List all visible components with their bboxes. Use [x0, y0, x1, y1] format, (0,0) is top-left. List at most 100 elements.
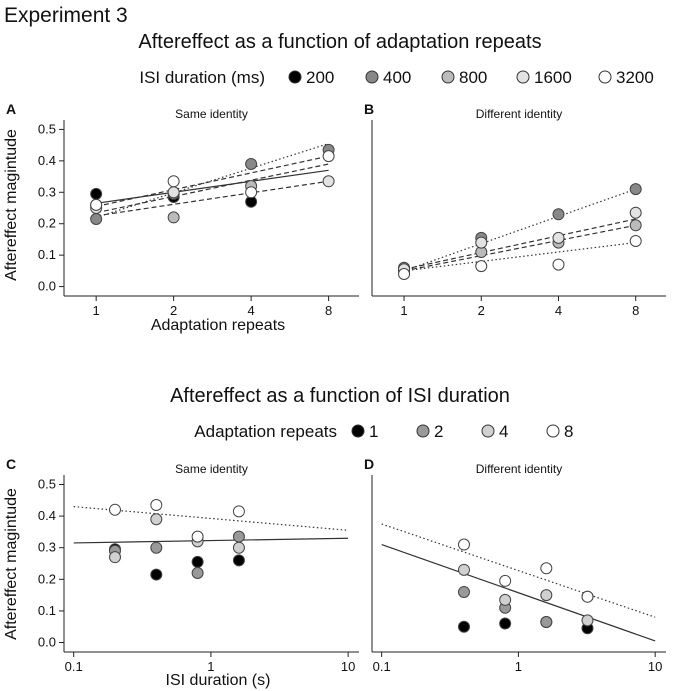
data-point-8: [457, 538, 470, 551]
fit-line-dotted: [381, 523, 656, 618]
legend-marker: [481, 424, 495, 438]
x-tick-label: 1: [93, 303, 100, 318]
x-tick-label: 1: [515, 659, 522, 674]
x-tick-label: 10: [341, 659, 355, 674]
fit-line-dashed: [96, 155, 329, 208]
data-point-3200: [398, 268, 411, 280]
data-point-400: [90, 213, 103, 225]
legend-label: 1600: [534, 68, 572, 87]
legend-adaptation-repeats: Adaptation repeats 1 2 4 8: [194, 422, 573, 441]
x-tick-label: 1: [207, 659, 214, 674]
fit-line-dashed: [403, 224, 636, 272]
legend-isi-duration: ISI duration (ms) 200 400 800 1600 3200: [139, 68, 653, 87]
section2-ylabel: Aftereffect magintude: [3, 488, 20, 640]
x-tick-label: 4: [555, 303, 562, 318]
legend-label: 1: [369, 422, 378, 441]
legend-title: Adaptation repeats: [194, 422, 337, 441]
panel-title: Different identity: [476, 462, 563, 476]
data-point-1600: [552, 231, 565, 244]
data-point-8: [108, 503, 121, 516]
data-point-3200: [90, 198, 103, 211]
data-point-4: [232, 541, 245, 554]
fit-line-dashed: [96, 163, 329, 214]
data-point-400: [245, 158, 258, 170]
fit-line-dotted: [403, 241, 636, 272]
y-tick-label: 0.0: [38, 279, 56, 294]
panel-letter: B: [364, 101, 374, 117]
y-tick-label: 0.5: [38, 121, 56, 136]
legend-label: 800: [459, 68, 487, 87]
legend-marker: [365, 70, 379, 84]
y-tick-label: 0.4: [38, 508, 56, 523]
panel-letter: D: [364, 456, 374, 472]
y-tick-label: 0.0: [38, 635, 56, 650]
section2-xlabel: ISI duration (s): [166, 672, 271, 689]
data-point-1: [191, 555, 204, 568]
panel-title: Same identity: [175, 462, 248, 476]
legend-marker: [441, 70, 455, 84]
data-point-8: [150, 499, 163, 512]
x-tick-label: 1: [400, 303, 407, 318]
y-tick-label: 0.2: [38, 571, 56, 586]
x-tick-label: 2: [478, 303, 485, 318]
data-point-2: [150, 541, 163, 554]
x-tick-label: 0.1: [373, 659, 391, 674]
fit-line-solid: [73, 537, 349, 544]
x-tick-label: 8: [632, 303, 639, 318]
data-point-1600: [475, 236, 488, 249]
legend-label: 200: [306, 68, 334, 87]
y-tick-label: 0.1: [38, 247, 56, 262]
panel-letter: A: [6, 101, 16, 117]
panel-a: A Same identity 0.0 0.1 0.2 0.3 0.4 0.5 1 2 4 8: [6, 101, 359, 318]
data-point-3200: [475, 260, 488, 273]
legend-marker: [351, 424, 365, 438]
data-point-1: [150, 568, 163, 581]
data-point-4: [457, 563, 470, 576]
data-point-3200: [629, 235, 642, 247]
legend-label: 8: [564, 422, 573, 441]
y-tick-label: 0.3: [38, 184, 56, 199]
data-point-4: [150, 513, 163, 526]
legend-label: 4: [499, 422, 508, 441]
section1-ylabel: Aftereffect magintude: [3, 129, 20, 281]
data-point-3200: [322, 150, 335, 163]
y-tick-label: 0.1: [38, 603, 56, 618]
data-point-1600: [322, 175, 335, 188]
legend-marker: [546, 424, 560, 438]
legend-title: ISI duration (ms): [139, 68, 265, 87]
data-point-8: [540, 562, 553, 575]
panel-b: B Different identity 1 2 4 8: [364, 101, 666, 318]
data-point-8: [232, 505, 245, 518]
data-point-1: [457, 620, 470, 633]
data-point-400: [629, 183, 642, 196]
data-point-800: [629, 219, 642, 232]
fit-line-solid: [381, 543, 656, 642]
y-tick-label: 0.2: [38, 216, 56, 231]
data-point-1: [499, 617, 512, 630]
legend-label: 400: [383, 68, 411, 87]
section1-title: Aftereffect as a function of adaptation …: [138, 31, 541, 53]
data-point-2: [457, 585, 470, 598]
panel-title: Different identity: [476, 107, 563, 121]
x-tick-label: 4: [248, 303, 255, 318]
data-point-4: [108, 551, 121, 564]
x-tick-label: 0.1: [65, 659, 83, 674]
fit-line-dashed: [96, 180, 329, 217]
data-point-1600: [629, 206, 642, 219]
fit-line-dotted: [95, 142, 329, 219]
panel-title: Same identity: [175, 107, 248, 121]
data-point-3200: [552, 258, 565, 271]
data-point-1600: [167, 186, 180, 199]
fit-line-dashed: [403, 218, 636, 270]
data-point-1: [232, 554, 245, 567]
data-point-400: [552, 208, 565, 221]
legend-marker: [416, 424, 430, 438]
section1-xlabel: Adaptation repeats: [151, 317, 285, 334]
data-point-800: [167, 211, 180, 224]
legend-marker: [598, 70, 612, 84]
legend-marker: [288, 70, 302, 84]
data-point-2: [191, 566, 204, 579]
x-tick-label: 10: [648, 659, 662, 674]
data-point-2: [232, 530, 245, 543]
data-point-8: [191, 530, 204, 543]
